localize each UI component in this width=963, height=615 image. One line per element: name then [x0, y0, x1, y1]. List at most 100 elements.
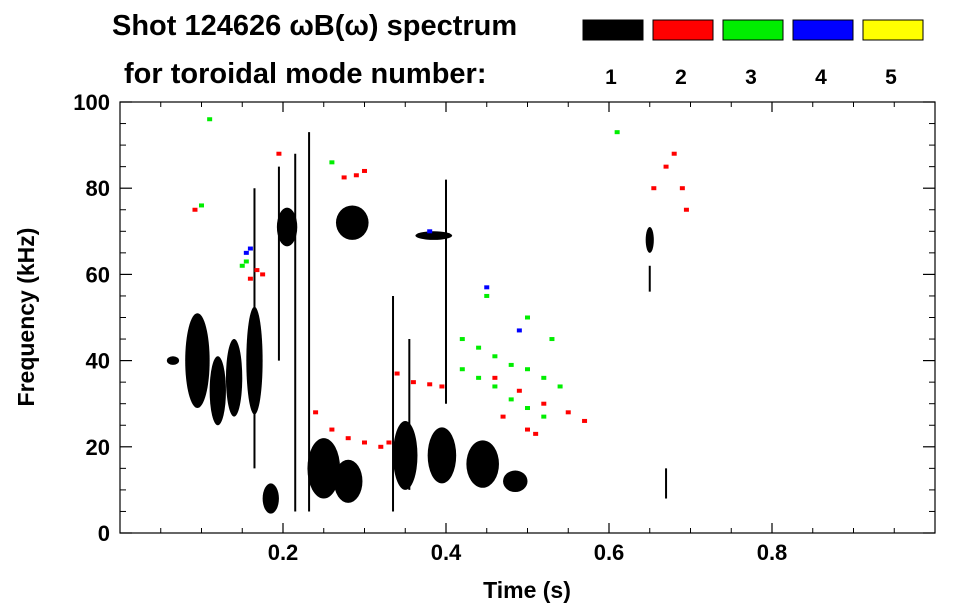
series-2 [192, 151, 689, 449]
series-3 [199, 117, 620, 419]
series-2-point-15 [410, 380, 416, 385]
series-4-point-0 [243, 250, 249, 255]
series-2-point-28 [671, 151, 677, 156]
series-2-point-18 [492, 375, 498, 380]
series-1-blob-9 [335, 205, 369, 240]
series-2-point-30 [683, 207, 689, 212]
chart-title-line1: Shot 124626 ωB(ω) spectrum [112, 10, 517, 42]
series-3-point-18 [484, 293, 490, 298]
series-2-point-8 [313, 410, 319, 415]
series-2-point-10 [345, 436, 351, 441]
series-2-point-3 [260, 272, 266, 277]
series-4-point-1 [247, 246, 253, 251]
series-2-point-1 [247, 276, 253, 281]
series-3-point-13 [476, 375, 482, 380]
series-2-point-13 [386, 440, 392, 445]
series-2-point-11 [362, 440, 367, 445]
series-1-blob-6 [276, 207, 298, 247]
legend-swatch-1 [582, 19, 644, 41]
x-tick-label-2: 0.6 [594, 540, 625, 565]
series-3-point-16 [525, 406, 530, 411]
series-3-point-1 [239, 263, 245, 268]
series-3-point-15 [508, 397, 514, 402]
series-3-point-10 [541, 375, 547, 380]
series-2-point-22 [582, 418, 588, 423]
series-2-point-21 [565, 410, 571, 415]
x-axis-title: Time (s) [483, 577, 571, 603]
series-1-blob-12 [466, 440, 499, 488]
legend-swatch-2 [652, 19, 714, 41]
series-3-point-4 [329, 160, 335, 165]
series-1-blob-7 [307, 438, 341, 499]
legend: 1 2 3 4 5 [582, 19, 924, 89]
x-tick-label-0: 0.2 [268, 540, 299, 565]
series-3-point-7 [492, 354, 498, 359]
series-2-point-6 [353, 173, 359, 178]
data-marks [166, 117, 689, 514]
series-3-point-9 [525, 367, 530, 372]
y-tick-label-0: 0 [98, 521, 110, 546]
series-3-point-21 [614, 130, 620, 135]
y-tick-label-4: 80 [86, 176, 110, 201]
series-3-point-11 [557, 384, 563, 389]
series-2-point-12 [378, 444, 384, 449]
series-1-blob-0 [166, 356, 180, 365]
x-axis: 0.2 0.4 0.6 0.8 [160, 102, 895, 565]
legend-swatch-5 [862, 19, 924, 41]
legend-label-3: 3 [745, 66, 757, 89]
y-tick-label-2: 40 [86, 349, 110, 374]
x-tick-label-1: 0.4 [431, 540, 462, 565]
series-4-point-4 [516, 328, 522, 333]
series-1-blob-8 [333, 459, 363, 503]
y-axis-title: Frequency (kHz) [13, 228, 39, 407]
series-1-blob-11 [427, 427, 457, 484]
plot-area: 0.2 0.4 0.6 0.8 0 20 40 60 80 100 [73, 90, 936, 565]
series-2-point-16 [427, 382, 433, 387]
series-2-point-14 [394, 371, 400, 376]
series-1-blob-1 [185, 313, 210, 409]
series-2-point-0 [192, 207, 198, 212]
series-3-point-8 [508, 362, 514, 367]
y-tick-label-3: 60 [86, 262, 110, 287]
series-3-point-5 [459, 337, 465, 342]
series-4 [243, 229, 522, 333]
series-1-blob-3 [225, 339, 243, 417]
series-3-point-14 [492, 384, 498, 389]
series-2-point-5 [341, 175, 347, 180]
series-1-blob-10 [393, 420, 418, 490]
x-tick-label-3: 0.8 [757, 540, 788, 565]
chart-title-line2: for toroidal mode number: [124, 58, 487, 90]
series-2-point-19 [516, 388, 522, 393]
series-3-point-19 [525, 315, 530, 320]
series-3-point-17 [541, 414, 547, 419]
series-4-point-3 [484, 285, 490, 290]
legend-label-1: 1 [605, 66, 617, 89]
series-2-point-2 [254, 268, 260, 273]
series-2-point-29 [679, 186, 685, 191]
series-3-point-12 [459, 367, 465, 372]
series-1-blob-5 [262, 483, 279, 514]
series-2-point-26 [651, 186, 657, 191]
legend-swatch-3 [722, 19, 784, 41]
series-1-blob-14 [415, 231, 453, 240]
series-3-point-20 [549, 337, 555, 342]
legend-label-5: 5 [885, 66, 897, 89]
series-2-point-25 [533, 431, 539, 436]
y-axis: 0 20 40 60 80 100 [73, 90, 935, 546]
series-3-point-2 [243, 259, 249, 264]
series-3-point-6 [476, 345, 482, 350]
legend-swatch-4 [792, 19, 854, 41]
series-2-point-23 [500, 414, 506, 419]
series-3-point-0 [207, 117, 213, 122]
series-1 [166, 132, 668, 514]
series-1-blob-13 [503, 470, 528, 493]
series-2-point-9 [329, 427, 335, 432]
series-1-blob-15 [645, 226, 654, 253]
series-1-blob-2 [209, 356, 226, 426]
legend-label-2: 2 [675, 66, 687, 89]
legend-label-4: 4 [815, 66, 827, 89]
series-2-point-24 [525, 427, 530, 432]
series-4-point-2 [427, 229, 433, 234]
series-2-point-27 [663, 164, 669, 169]
